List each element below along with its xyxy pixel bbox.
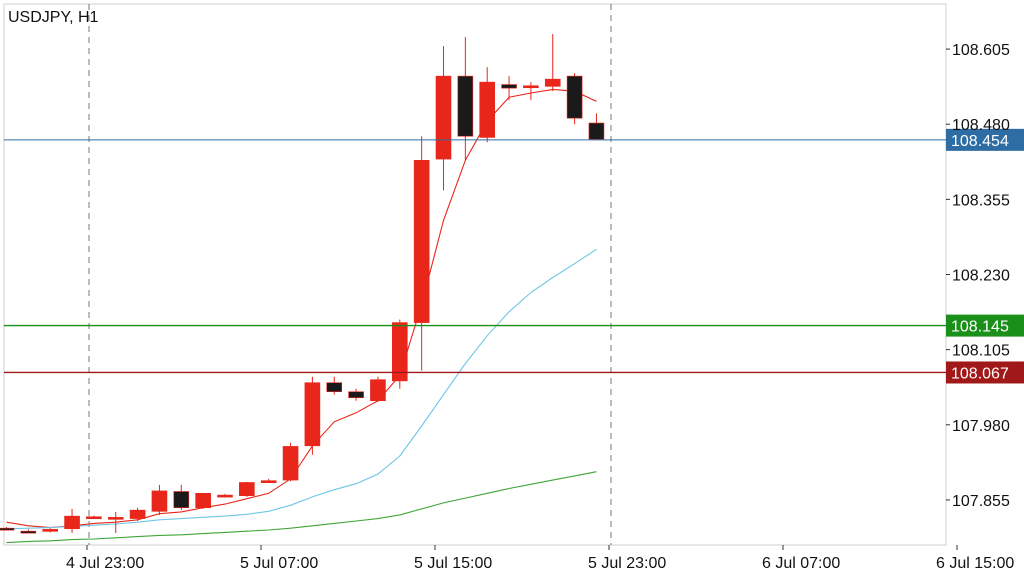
x-tick-label: 5 Jul 15:00 <box>414 555 492 572</box>
candle-body <box>370 379 386 402</box>
candle-body <box>86 516 102 520</box>
candle-body <box>523 85 539 89</box>
candle-body <box>239 482 255 497</box>
level-badge <box>946 128 1024 151</box>
y-tick-label: 108.605 <box>952 42 1010 59</box>
y-tick-label: 108.355 <box>952 192 1010 209</box>
moving-average-line-2 <box>6 248 597 530</box>
candle-body <box>435 75 452 160</box>
x-tick-label: 6 Jul 15:00 <box>936 555 1014 572</box>
y-tick-label: 108.480 <box>952 117 1010 134</box>
candle-body <box>217 494 233 498</box>
candle-body <box>304 382 321 447</box>
candle-body <box>501 84 517 89</box>
candle-body <box>0 527 15 531</box>
y-tick-label: 107.980 <box>952 418 1010 435</box>
candle-body <box>457 75 474 137</box>
candle-body <box>566 75 583 119</box>
candle-body <box>391 322 408 382</box>
candle-body <box>260 480 277 483</box>
level-badge-label: 108.145 <box>951 319 1009 336</box>
candle-body <box>588 122 605 140</box>
candle-body <box>479 81 496 138</box>
x-tick-label: 5 Jul 23:00 <box>588 555 666 572</box>
candle-body <box>129 509 146 519</box>
candle-body <box>107 517 124 520</box>
y-tick-label: 107.855 <box>952 493 1010 510</box>
chart-title: USDJPY, H1 <box>8 9 99 26</box>
candle-body <box>42 529 59 532</box>
level-badge <box>946 314 1024 337</box>
candlesticks <box>0 34 605 534</box>
candle-body <box>326 382 343 393</box>
candle-body <box>151 490 168 512</box>
moving-average-line-3 <box>6 471 597 544</box>
candle-body <box>282 446 299 481</box>
candle-body <box>64 515 80 530</box>
candle-body <box>413 159 430 323</box>
candle-body <box>173 491 190 509</box>
candle-body <box>544 78 561 87</box>
y-tick-label: 108.230 <box>952 268 1010 285</box>
x-tick-label: 5 Jul 07:00 <box>240 555 318 572</box>
candle-body <box>195 493 211 509</box>
horizontal-levels: 108.454 108.145 108.067 <box>4 128 1024 384</box>
candle-body <box>20 530 37 534</box>
candle-body <box>348 391 364 399</box>
x-tick-label: 4 Jul 23:00 <box>66 555 144 572</box>
y-tick-label: 108.105 <box>952 343 1010 360</box>
level-badge <box>946 361 1024 384</box>
axes: 108.605 108.480 108.355 108.230 108.105 107.9… <box>66 42 1014 572</box>
x-tick-label: 6 Jul 07:00 <box>762 555 840 572</box>
indicator-lines <box>6 88 597 544</box>
level-badge-label: 108.067 <box>951 365 1009 382</box>
moving-average-line-1 <box>6 88 597 529</box>
level-badge-label: 108.454 <box>951 133 1009 150</box>
